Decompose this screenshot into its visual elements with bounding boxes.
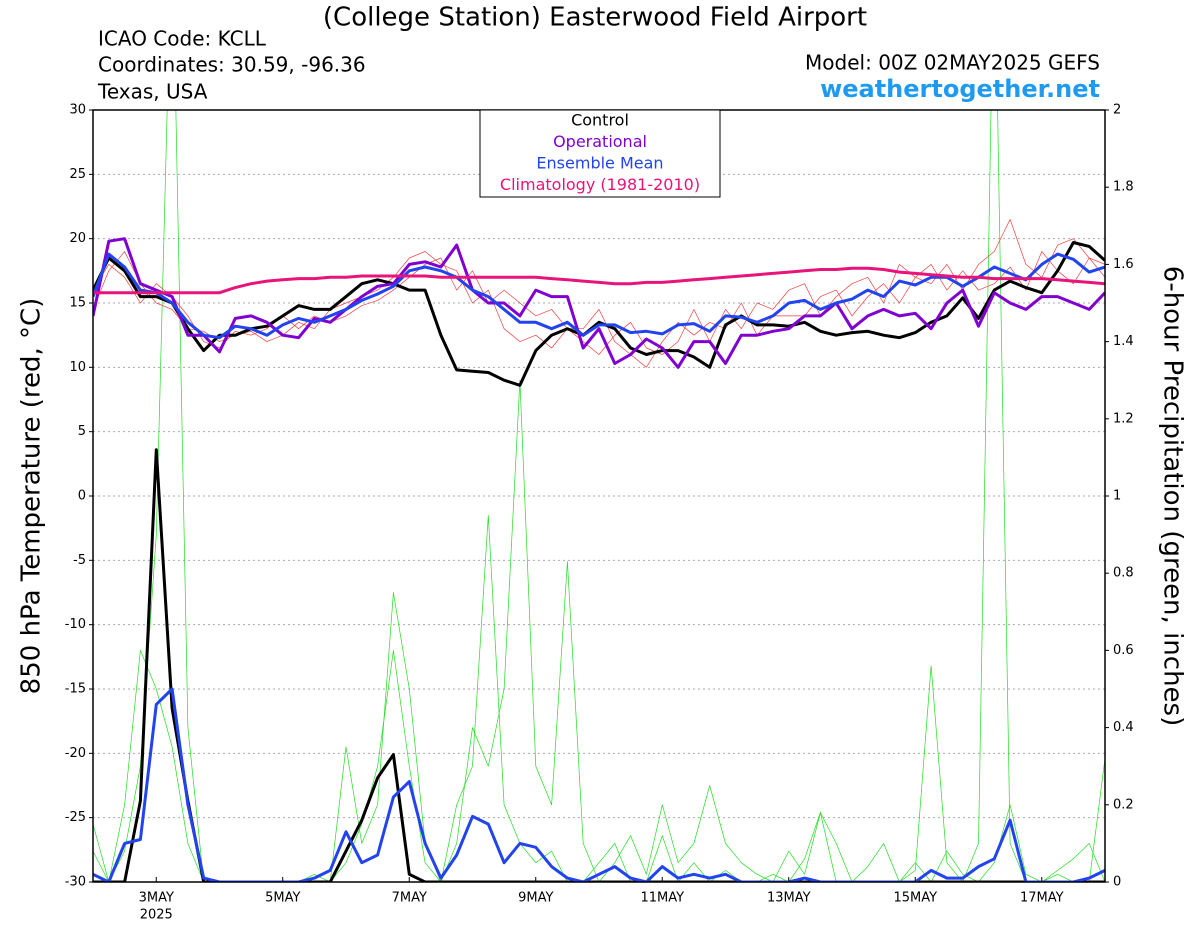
y2-tick-label: 0.2 — [1113, 797, 1134, 812]
model-info: Model: 00Z 02MAY2025 GEFS — [805, 51, 1100, 75]
x-tick-label: 17MAY — [1020, 891, 1064, 906]
y-tick-label: 15 — [69, 296, 86, 311]
y-tick-label: -25 — [65, 810, 86, 825]
x-tick-label: 11MAY — [640, 891, 684, 906]
y2-tick-label: 1.6 — [1113, 257, 1134, 272]
x-tick-label: 7MAY — [392, 891, 427, 906]
legend-entry: Ensemble Mean — [536, 154, 663, 173]
axes: -30-25-20-15-10-505101520253000.20.40.60… — [65, 103, 1134, 923]
legend: Control Operational Ensemble Mean Climatolo… — [479, 109, 721, 198]
y2-tick-label: 1 — [1113, 489, 1121, 504]
x-year-label: 2025 — [140, 908, 173, 923]
y2-tick-label: 0 — [1113, 875, 1121, 890]
y2-tick-label: 1.2 — [1113, 411, 1134, 426]
y-axis-label: 850 hPa Temperature (red, °C) — [17, 298, 47, 695]
legend-entry: Control — [571, 111, 629, 130]
y-tick-label: -5 — [73, 553, 86, 568]
y-tick-label: -30 — [65, 875, 86, 890]
series-line — [93, 237, 1105, 369]
y-tick-label: 10 — [69, 360, 86, 375]
y2-tick-label: 0.6 — [1113, 643, 1134, 658]
y-tick-label: -15 — [65, 682, 86, 697]
y-tick-label: -10 — [65, 617, 86, 632]
x-tick-label: 13MAY — [767, 891, 811, 906]
x-tick-label: 9MAY — [518, 891, 553, 906]
legend-box — [479, 109, 721, 198]
y-tick-label: 5 — [78, 424, 86, 439]
y-tick-label: 25 — [69, 167, 86, 182]
y2-tick-label: 0.8 — [1113, 566, 1134, 581]
coordinates: Coordinates: 30.59, -96.36 — [98, 53, 366, 77]
legend-entry: Climatology (1981-2010) — [500, 175, 700, 194]
x-tick-label: 5MAY — [265, 891, 300, 906]
series-line — [93, 219, 1105, 355]
series-line — [93, 110, 1105, 882]
x-tick-label: 15MAY — [893, 891, 937, 906]
series-line — [93, 241, 1105, 387]
series-line — [93, 379, 1105, 882]
y2-tick-label: 1.8 — [1113, 180, 1134, 195]
icao-code: ICAO Code: KCLL — [98, 27, 267, 51]
y2-axis-label: 6-hour Precipitation (green, inches) — [1158, 266, 1188, 726]
x-tick-label: 3MAY — [139, 891, 174, 906]
plot-lines — [93, 110, 1105, 882]
series-line — [93, 252, 1105, 340]
series-line — [93, 266, 1105, 295]
y2-tick-label: 0.4 — [1113, 720, 1134, 735]
chart-title: (College Station) Easterwood Field Airpo… — [323, 3, 867, 33]
grid — [93, 109, 1105, 883]
y-tick-label: -20 — [65, 746, 86, 761]
y-tick-label: 20 — [69, 231, 86, 246]
y-tick-label: 30 — [69, 103, 86, 118]
y-tick-label: 0 — [78, 489, 86, 504]
region: Texas, USA — [97, 80, 208, 104]
site-name: weathertogether.net — [820, 75, 1100, 103]
y2-tick-label: 2 — [1113, 103, 1121, 118]
series-line — [93, 687, 1105, 882]
series-line — [93, 251, 1105, 368]
series-line — [93, 448, 1105, 882]
y2-tick-label: 1.4 — [1113, 334, 1134, 349]
legend-entry: Operational — [553, 132, 647, 151]
